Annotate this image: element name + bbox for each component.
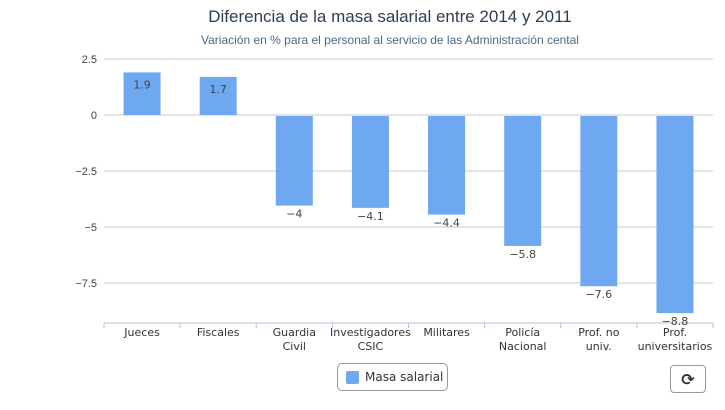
data-label: 1.9 [133, 78, 151, 91]
bar [351, 116, 389, 208]
bar [504, 116, 542, 246]
x-tick-label: Nacional [499, 340, 547, 353]
data-label: −4 [286, 208, 302, 221]
x-tick-label: Jueces [123, 326, 160, 339]
legend-label: Masa salarial [365, 370, 444, 384]
y-tick-label: 0 [91, 110, 97, 122]
x-tick-label: Prof. no [578, 326, 619, 339]
x-tick-label: Policía [505, 326, 540, 339]
refresh-button[interactable]: ⟳ [670, 365, 706, 393]
bar [123, 72, 161, 115]
legend-swatch [346, 370, 359, 384]
bar [275, 116, 313, 206]
x-tick-label: universitarios [638, 340, 713, 353]
data-label: −4.4 [433, 217, 460, 230]
bar [199, 76, 237, 115]
chart-subtitle: Variación en % para el personal al servi… [201, 33, 579, 47]
chart-title: Diferencia de la masa salarial entre 201… [208, 7, 572, 26]
x-tick-label: Investigadores [330, 326, 411, 339]
bar [428, 116, 466, 215]
y-tick-label: −7.5 [75, 278, 97, 290]
x-tick-label: Prof. [663, 326, 687, 339]
x-tick-label: Militares [423, 326, 470, 339]
data-label: −7.6 [585, 288, 612, 301]
data-label: −5.8 [509, 248, 536, 261]
x-tick-label: univ. [586, 340, 612, 353]
y-tick-label: −2.5 [75, 166, 97, 178]
data-label: −8.8 [662, 315, 689, 328]
y-tick-label: 2.5 [82, 54, 97, 66]
bar [656, 116, 694, 314]
y-tick-label: −5 [84, 222, 97, 234]
x-tick-label: Fiscales [197, 326, 240, 339]
legend-item-masa-salarial[interactable]: Masa salarial [337, 363, 448, 391]
x-tick-label: Guardia [273, 326, 316, 339]
x-tick-label: Civil [283, 340, 306, 353]
data-label: 1.7 [209, 83, 227, 96]
data-label: −4.1 [357, 210, 384, 223]
bar [580, 116, 618, 287]
refresh-icon: ⟳ [681, 369, 695, 389]
x-tick-label: CSIC [358, 340, 384, 353]
